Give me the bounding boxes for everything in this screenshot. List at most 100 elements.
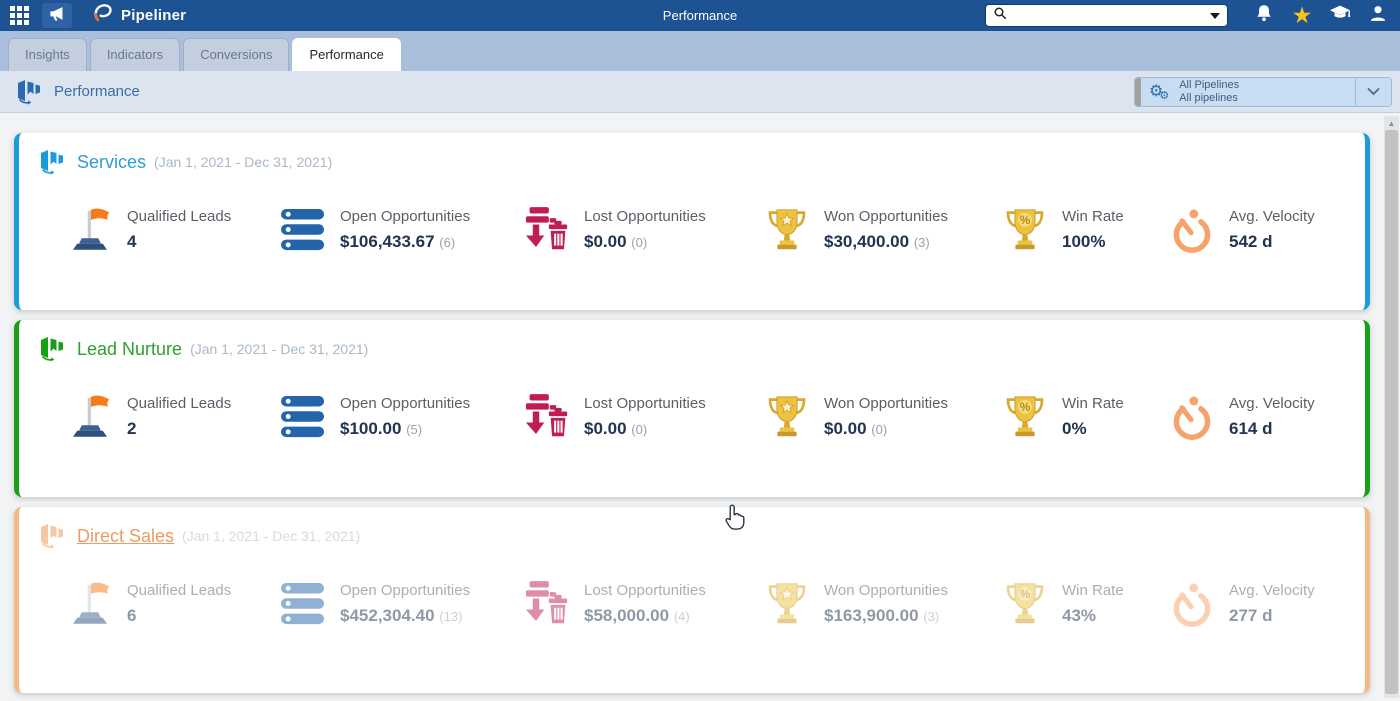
scrollbar-thumb[interactable]: [1385, 130, 1398, 694]
metric: Qualified Leads 4: [67, 205, 280, 255]
selector-dropdown-button[interactable]: [1355, 77, 1391, 106]
pipeline-icon: [39, 149, 65, 175]
metric-label: Avg. Velocity: [1229, 208, 1315, 225]
scrollbar-up-arrow-icon[interactable]: ▲: [1387, 118, 1396, 128]
favorites-button[interactable]: ★: [1286, 3, 1318, 29]
metric-value: $30,400.00 (3): [824, 232, 930, 251]
trophy-star-icon: [764, 205, 810, 255]
flag-icon: [67, 205, 113, 255]
metric-value: 100%: [1062, 232, 1106, 251]
metric: Open Opportunities $106,433.67 (6): [280, 205, 524, 255]
metric-value: 6: [127, 606, 137, 625]
pipeline-card: Lead Nurture (Jan 1, 2021 - Dec 31, 2021…: [14, 320, 1370, 497]
metric-label: Won Opportunities: [824, 395, 948, 412]
pipeline-title-link[interactable]: Direct Sales: [77, 525, 175, 546]
search-box[interactable]: [985, 4, 1228, 27]
opportunities-list-icon: [280, 205, 326, 255]
stopwatch-icon: [1169, 205, 1215, 255]
metrics-row: Qualified Leads 6 Open Opportunities $45…: [39, 579, 1345, 629]
app-name: Pipeliner: [121, 7, 187, 24]
metric-label: Qualified Leads: [127, 208, 232, 225]
metric: Open Opportunities $100.00 (5): [280, 392, 524, 442]
flag-icon: [67, 392, 113, 442]
svg-text:%: %: [1020, 400, 1031, 414]
lost-trash-icon: [524, 392, 570, 442]
topbar-page-title: Performance: [662, 8, 738, 23]
app-logo[interactable]: Pipeliner: [92, 2, 186, 29]
tab-strip: Insights Indicators Conversions Performa…: [0, 31, 1400, 71]
metric-label: Open Opportunities: [340, 395, 471, 412]
pipeline-icon: [39, 523, 65, 549]
lost-trash-icon: [524, 205, 570, 255]
metric-label: Avg. Velocity: [1229, 582, 1315, 599]
pipeline-title-link[interactable]: Services: [77, 151, 147, 172]
metric-label: Win Rate: [1062, 582, 1124, 599]
app-grid-icon[interactable]: [10, 6, 29, 25]
metric-value: $163,900.00 (3): [824, 606, 940, 625]
search-input[interactable]: [1008, 8, 1210, 23]
metric-value: 277 d: [1229, 606, 1273, 625]
metric: Lost Opportunities $0.00 (0): [524, 392, 764, 442]
metric: % Win Rate 0%: [1002, 392, 1169, 442]
metric-label: Open Opportunities: [340, 582, 471, 599]
metric-value: 614 d: [1229, 419, 1273, 438]
metric-value: 2: [127, 419, 137, 438]
metric: Lost Opportunities $58,000.00 (4): [524, 579, 764, 629]
learning-button[interactable]: [1324, 3, 1356, 29]
metric-value: $58,000.00 (4): [584, 606, 690, 625]
metric-label: Lost Opportunities: [584, 395, 706, 412]
tab-conversions[interactable]: Conversions: [183, 38, 290, 71]
metric-value: 43%: [1062, 606, 1097, 625]
bell-icon: [1254, 3, 1274, 28]
metric-value: $0.00 (0): [824, 419, 888, 438]
metric-label: Open Opportunities: [340, 208, 471, 225]
gears-icon: ⚙ ⚙: [1149, 82, 1170, 102]
pipeline-selector[interactable]: ⚙ ⚙ All Pipelines All pipelines: [1134, 76, 1392, 107]
stopwatch-icon: [1169, 392, 1215, 442]
megaphone-icon: [49, 5, 66, 27]
metric: % Win Rate 43%: [1002, 579, 1169, 629]
selector-line2: All pipelines: [1179, 91, 1238, 104]
notifications-button[interactable]: [1248, 3, 1280, 29]
trophy-star-icon: [764, 579, 810, 629]
metric-label: Win Rate: [1062, 395, 1124, 412]
pipeline-card: Services (Jan 1, 2021 - Dec 31, 2021) Qu…: [14, 133, 1370, 310]
metric: Avg. Velocity 614 d: [1169, 392, 1345, 442]
date-range: (Jan 1, 2021 - Dec 31, 2021): [154, 154, 333, 170]
trophy-percent-icon: %: [1002, 205, 1048, 255]
card-header: Direct Sales (Jan 1, 2021 - Dec 31, 2021…: [39, 523, 1345, 549]
breadcrumb-bar: Performance ⚙ ⚙ All Pipelines All pipelin…: [0, 71, 1400, 113]
selector-line1: All Pipelines: [1179, 78, 1240, 91]
metric: Avg. Velocity 542 d: [1169, 205, 1345, 255]
selector-grip: [1135, 77, 1141, 106]
opportunities-list-icon: [280, 579, 326, 629]
metric: Won Opportunities $30,400.00 (3): [764, 205, 1002, 255]
tab-performance[interactable]: Performance: [292, 38, 401, 71]
pipeline-title-link[interactable]: Lead Nurture: [77, 338, 183, 359]
topbar: Pipeliner Performance ★: [0, 0, 1400, 31]
metric: Avg. Velocity 277 d: [1169, 579, 1345, 629]
card-header: Lead Nurture (Jan 1, 2021 - Dec 31, 2021…: [39, 336, 1345, 362]
metric-value: $0.00 (0): [584, 232, 648, 251]
announcements-button[interactable]: [42, 3, 72, 28]
pipeline-card: Direct Sales (Jan 1, 2021 - Dec 31, 2021…: [14, 507, 1370, 693]
metrics-row: Qualified Leads 2 Open Opportunities $10…: [39, 392, 1345, 442]
tab-indicators[interactable]: Indicators: [89, 38, 181, 71]
metric-label: Lost Opportunities: [584, 208, 706, 225]
metric-label: Win Rate: [1062, 208, 1124, 225]
metric-label: Lost Opportunities: [584, 582, 706, 599]
pipeline-icon: [39, 336, 65, 362]
metric-label: Qualified Leads: [127, 582, 232, 599]
vertical-scrollbar[interactable]: ▲: [1384, 116, 1399, 698]
svg-text:%: %: [1020, 587, 1031, 601]
graduation-cap-icon: [1329, 2, 1351, 29]
metric: Won Opportunities $0.00 (0): [764, 392, 1002, 442]
search-dropdown-caret-icon[interactable]: [1210, 12, 1220, 19]
chevron-down-icon: [1367, 83, 1380, 101]
metric-label: Qualified Leads: [127, 395, 232, 412]
user-profile-button[interactable]: [1362, 3, 1394, 29]
metric: Qualified Leads 6: [67, 579, 280, 629]
flag-icon: [67, 579, 113, 629]
tab-insights[interactable]: Insights: [8, 38, 87, 71]
trophy-star-icon: [764, 392, 810, 442]
